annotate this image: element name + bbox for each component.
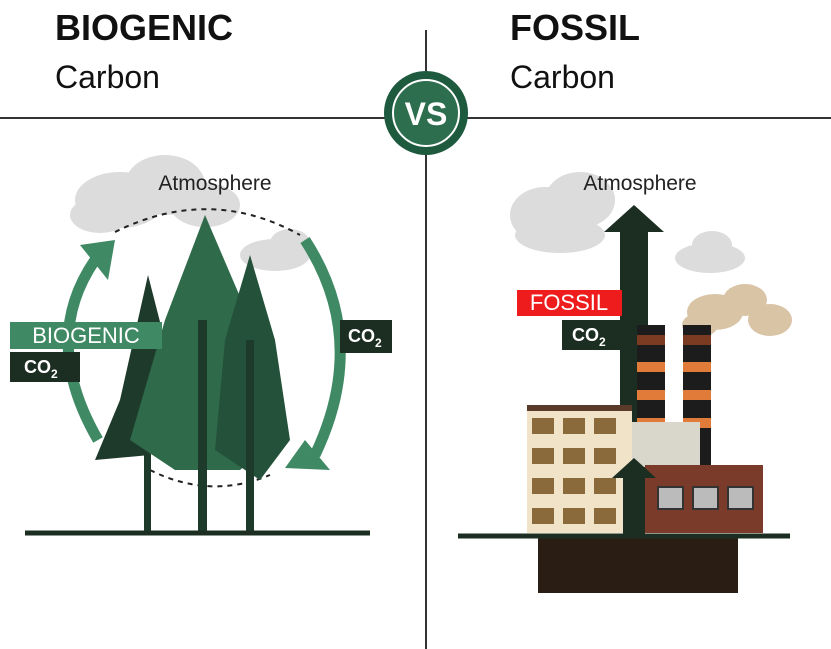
cream-building bbox=[527, 405, 632, 533]
gray-block bbox=[632, 422, 700, 467]
right-title: FOSSIL bbox=[510, 7, 640, 48]
release-arrow bbox=[305, 240, 340, 455]
co2-chem: CO bbox=[24, 357, 51, 377]
atmosphere-label: Atmosphere bbox=[158, 172, 271, 195]
right-subtitle: Carbon bbox=[510, 59, 615, 95]
left-subtitle: Carbon bbox=[55, 59, 160, 95]
co2-sub: 2 bbox=[375, 336, 382, 350]
left-title: BIOGENIC bbox=[55, 7, 233, 48]
infographic: VS BIOGENIC Carbon FOSSIL Carbon Atmosph… bbox=[0, 0, 831, 649]
atmosphere-label: Atmosphere bbox=[583, 172, 696, 195]
fossil-label: FOSSIL bbox=[530, 290, 608, 315]
co2-sub: 2 bbox=[599, 335, 606, 349]
uptake-arrow bbox=[68, 260, 98, 440]
co2-chem: CO bbox=[572, 325, 599, 345]
vs-label: VS bbox=[405, 96, 448, 132]
co2-chem: CO bbox=[348, 326, 375, 346]
biogenic-label: BIOGENIC bbox=[32, 323, 140, 348]
brick-building bbox=[645, 465, 763, 533]
co2-sub: 2 bbox=[51, 367, 58, 381]
underground bbox=[538, 538, 738, 593]
